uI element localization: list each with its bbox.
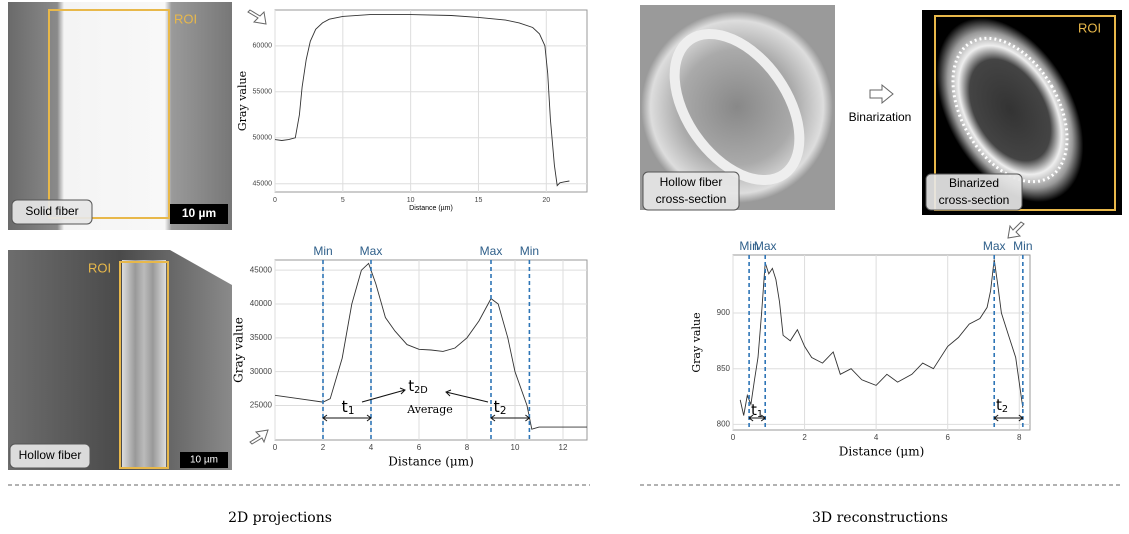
y-tick-label: 900: [717, 308, 731, 317]
x-tick-label: 6: [945, 433, 950, 442]
x-tick-label: 4: [369, 443, 374, 452]
annotation-text: t: [342, 397, 348, 416]
marker-label: Min: [739, 239, 758, 253]
annotation-text: t: [408, 377, 414, 395]
annotation-text: t: [751, 401, 757, 419]
x-tick-label: 12: [559, 443, 568, 452]
marker-label: Min: [520, 244, 539, 258]
x-axis-label: Distance (μm): [388, 455, 474, 469]
y-tick-label: 30000: [250, 367, 273, 376]
x-tick-label: 10: [407, 197, 415, 204]
x-tick-label: 6: [417, 443, 422, 452]
roi-label: ROI: [88, 260, 111, 275]
hollow-fiber-image: ROI Hollow fiber 10 µm: [8, 250, 232, 470]
marker-label: Max: [480, 244, 503, 258]
panel-label: Binarized: [949, 176, 999, 190]
scale-bar-label: 10 µm: [182, 206, 216, 220]
y-axis-label: Gray value: [232, 317, 246, 383]
roi-label: ROI: [1078, 20, 1101, 35]
thickness-arrow: [322, 414, 372, 422]
y-axis-label: Gray value: [690, 312, 703, 372]
x-tick-label: 20: [542, 197, 550, 204]
x-tick-label: 0: [273, 443, 278, 452]
x-tick-label: 8: [1017, 433, 1022, 442]
annotation: t1: [751, 401, 763, 421]
binarization-label: Binarization: [849, 110, 912, 124]
y-tick-label: 850: [717, 364, 731, 373]
marker-label: Max: [983, 239, 1006, 253]
annotation-subscript: 1: [757, 409, 763, 420]
annotation: Average: [406, 403, 453, 416]
y-tick-label: 40000: [250, 299, 273, 308]
panel-label: Solid fiber: [25, 204, 78, 218]
line-series: [274, 14, 570, 187]
annotation-subscript: 2D: [414, 385, 428, 396]
thickness-arrow: [748, 414, 767, 422]
y-tick-label: 50000: [253, 135, 273, 142]
x-tick-label: 8: [465, 443, 470, 452]
marker-label: Min: [313, 244, 332, 258]
solid-fiber-image: ROI Solid fiber 10 µm: [8, 2, 232, 230]
roi-label: ROI: [174, 11, 197, 26]
line-series: [739, 259, 1024, 416]
caption: 3D reconstructions: [812, 510, 948, 526]
y-tick-label: 800: [717, 420, 731, 429]
x-tick-label: 4: [874, 433, 879, 442]
panel-label: Hollow fiber: [19, 448, 82, 462]
annotation: t1: [342, 397, 355, 418]
marker-label: Min: [1013, 239, 1032, 253]
x-tick-label: 2: [802, 433, 807, 442]
y-tick-label: 35000: [250, 333, 273, 342]
pointer-arrow: [445, 389, 489, 403]
x-tick-label: 0: [273, 197, 277, 204]
annotation-text: t: [494, 397, 500, 416]
x-tick-label: 0: [731, 433, 736, 442]
annotation: t2D: [408, 377, 428, 397]
annotation-text: t: [996, 396, 1002, 414]
arrow: [249, 429, 269, 445]
x-tick-label: 5: [341, 197, 345, 204]
panel-label: cross-section: [656, 192, 727, 206]
y-tick-label: 60000: [253, 43, 273, 50]
x-tick-label: 15: [475, 197, 483, 204]
annotation-subscript: 2: [1002, 404, 1008, 415]
panel-label: cross-section: [939, 193, 1010, 207]
annotation: t2: [996, 396, 1008, 416]
arrow: [247, 9, 267, 25]
x-axis-label: Distance (µm): [409, 205, 453, 212]
thickness-arrow: [993, 414, 1024, 422]
pointer-arrow: [361, 387, 406, 403]
cross-section-image: Hollow fiber cross-section: [640, 5, 835, 211]
y-axis-label: Gray value: [236, 71, 249, 131]
x-tick-label: 2: [321, 443, 326, 452]
x-tick-label: 10: [511, 443, 520, 452]
marker-label: Max: [360, 244, 383, 258]
scale-bar-label: 10 µm: [190, 455, 218, 466]
binarized-image: ROI Binarized cross-section: [922, 10, 1122, 215]
caption: 2D projections: [228, 510, 332, 526]
plot-area: [732, 254, 1031, 431]
marker-label: Max: [754, 239, 777, 253]
y-tick-label: 45000: [253, 181, 273, 188]
thickness-arrow: [490, 414, 531, 422]
y-tick-label: 25000: [250, 401, 273, 410]
arrow: [1007, 221, 1025, 239]
x-axis-label: Distance (μm): [839, 445, 925, 459]
plot-area: [274, 9, 588, 193]
annotation-text: Average: [406, 403, 453, 416]
panel-label: Hollow fiber: [660, 175, 723, 189]
annotation: t2: [494, 397, 507, 418]
y-tick-label: 55000: [253, 89, 273, 96]
arrow: [869, 83, 894, 105]
annotation-subscript: 1: [348, 405, 355, 417]
line-series: [274, 262, 587, 430]
y-tick-label: 45000: [250, 265, 273, 274]
annotation-subscript: 2: [500, 405, 507, 417]
